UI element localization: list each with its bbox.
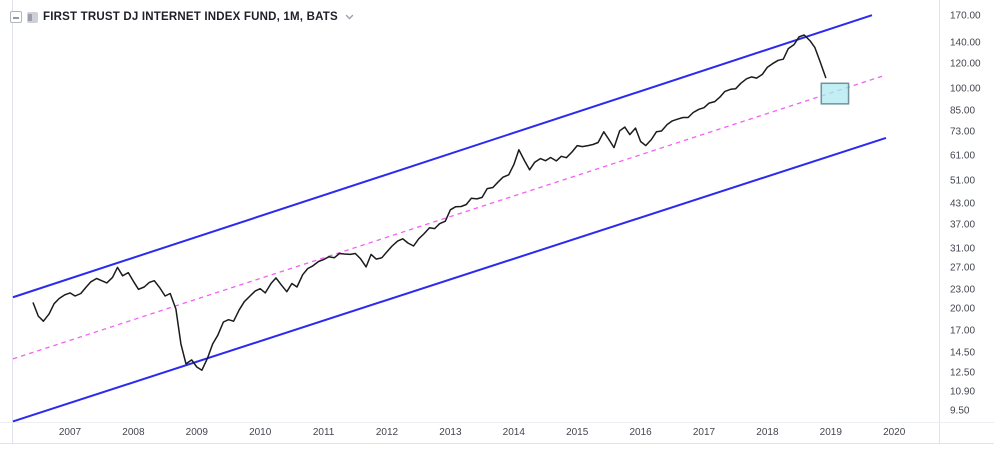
legend: FIRST TRUST DJ INTERNET INDEX FUND, 1M, … <box>10 8 354 26</box>
x-tick-label: 2018 <box>756 427 779 438</box>
x-tick-label: 2010 <box>249 427 272 438</box>
price-axis[interactable]: 170.00 140.00 120.00 100.00 85.00 73.00 61.00 5… <box>940 0 994 443</box>
plot-left-border <box>12 0 13 443</box>
y-tick-label: 14.50 <box>950 347 976 359</box>
target-zone-box[interactable] <box>820 82 850 105</box>
y-tick-label: 31.00 <box>950 243 976 255</box>
x-tick-label: 2014 <box>502 427 525 438</box>
bottom-border <box>0 443 994 444</box>
middle-channel-line[interactable] <box>12 75 883 360</box>
x-tick-label: 2007 <box>58 427 82 438</box>
y-tick-label: 170.00 <box>950 10 981 22</box>
x-tick-label: 2017 <box>692 427 716 438</box>
y-tick-label: 51.00 <box>950 175 976 187</box>
y-tick-label: 27.00 <box>950 262 976 274</box>
y-tick-label: 12.50 <box>950 367 976 379</box>
x-tick-label: 2011 <box>312 427 335 438</box>
y-tick-label: 37.00 <box>950 219 976 231</box>
upper-channel-line[interactable] <box>12 14 873 299</box>
y-tick-label: 61.00 <box>950 150 976 162</box>
x-tick-label: 2016 <box>629 427 652 438</box>
time-axis-separator <box>0 422 994 423</box>
x-tick-label: 2012 <box>375 427 399 438</box>
time-axis[interactable]: 2007 2008 2009 2010 2011 2012 2013 2014 2015 2016… <box>0 423 994 443</box>
lower-channel-line[interactable] <box>12 136 887 423</box>
y-tick-label: 120.00 <box>950 58 981 70</box>
y-tick-label: 23.00 <box>950 284 976 296</box>
y-tick-label: 20.00 <box>950 303 976 315</box>
minus-square-icon[interactable] <box>10 11 22 23</box>
x-tick-label: 2015 <box>566 427 589 438</box>
x-tick-label: 2013 <box>439 427 462 438</box>
y-tick-label: 85.00 <box>950 105 976 117</box>
x-tick-label: 2019 <box>819 427 842 438</box>
x-tick-label: 2020 <box>883 427 906 438</box>
y-tick-label: 100.00 <box>950 83 981 95</box>
x-tick-label: 2008 <box>122 427 145 438</box>
chart-series-icon <box>27 11 38 23</box>
y-tick-label: 140.00 <box>950 37 981 49</box>
y-tick-label: 73.00 <box>950 126 976 138</box>
y-tick-label: 43.00 <box>950 198 976 210</box>
price-axis-separator <box>939 0 940 443</box>
y-tick-label: 9.50 <box>950 405 970 417</box>
y-tick-label: 17.00 <box>950 325 976 337</box>
y-tick-label: 10.90 <box>950 386 976 398</box>
chevron-down-icon[interactable] <box>345 13 354 21</box>
price-line[interactable] <box>32 34 827 371</box>
symbol-title[interactable]: FIRST TRUST DJ INTERNET INDEX FUND, 1M, … <box>43 11 338 23</box>
x-tick-label: 2009 <box>185 427 208 438</box>
